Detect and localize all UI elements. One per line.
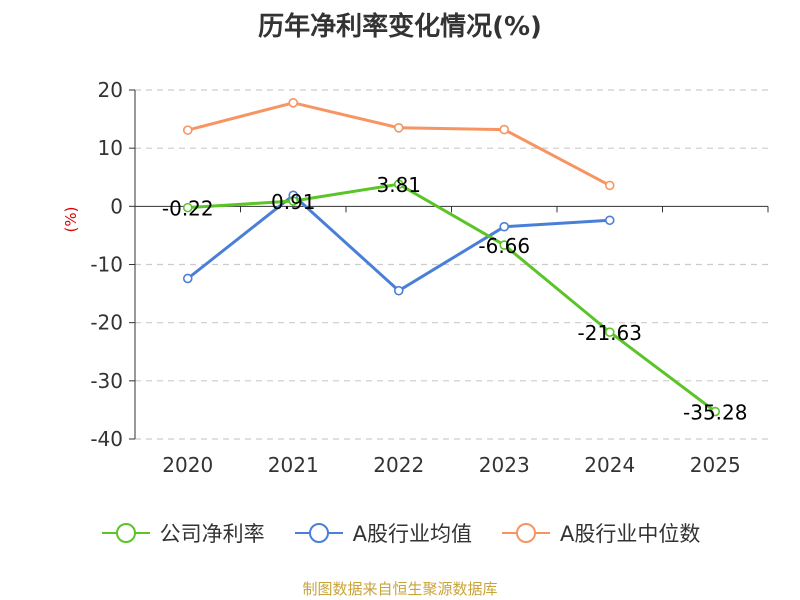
x-tick-label-3: 2023: [479, 453, 530, 477]
legend-item-1[interactable]: A股行业均值: [293, 518, 472, 548]
legend-label-0: 公司净利率: [159, 522, 265, 546]
data-label-3: -6.66: [478, 234, 530, 258]
x-tick-label-1: 2021: [268, 453, 319, 477]
data-point-1-2: [393, 285, 404, 296]
legend-label-1: A股行业均值: [352, 522, 472, 546]
data-point-0-5: [710, 406, 721, 417]
data-point-0-2: [393, 179, 404, 189]
legend-item-0[interactable]: 公司净利率: [100, 518, 265, 548]
legend-label-2: A股行业中位数: [560, 522, 701, 546]
data-label-1: 0.91: [271, 190, 316, 214]
y-tick-label-2: 0: [110, 194, 123, 218]
data-point-0-4: [604, 327, 615, 337]
y-tick-label-6: -40: [90, 427, 123, 451]
data-label-5: -35.28: [683, 401, 747, 425]
chart-title: 历年净利率变化情况(%): [258, 12, 542, 42]
data-point-1-4: [604, 215, 615, 226]
legend-swatch-0: [101, 523, 150, 543]
legend-item-2[interactable]: A股行业中位数: [500, 518, 700, 548]
data-point-0-1: [288, 196, 299, 206]
series-line-1: [186, 193, 610, 293]
y-tick-label-5: -30: [90, 369, 123, 393]
x-tick-label-0: 2020: [162, 453, 213, 477]
source-note: 制图数据来自恒生聚源数据库: [302, 580, 498, 598]
y-tick-label-1: 10: [98, 136, 123, 160]
data-point-0-0: [182, 202, 193, 213]
data-point-1-0: [182, 273, 193, 284]
legend-swatch-2: [502, 523, 550, 543]
data-point-2-1: [288, 97, 299, 108]
data-point-0-3: [499, 240, 510, 250]
y-tick-label-3: -10: [90, 253, 123, 277]
legend-swatch-1: [294, 523, 343, 543]
data-label-2: 3.81: [376, 173, 421, 197]
data-point-2-4: [604, 180, 615, 191]
y-tick-label-4: -20: [90, 311, 123, 335]
data-point-2-2: [393, 123, 404, 133]
x-tick-label-5: 2025: [690, 453, 741, 477]
data-point-2-3: [499, 124, 510, 135]
y-axis-label: (%): [62, 207, 80, 233]
x-tick-label-4: 2024: [584, 453, 635, 477]
data-point-1-3: [499, 221, 510, 232]
x-tick-label-2: 2022: [373, 453, 424, 477]
legend: 公司净利率 A股行业均值 A股行业中位数: [0, 518, 800, 548]
data-point-2-0: [182, 125, 193, 135]
data-label-0: -0.22: [162, 197, 214, 221]
series-line-0: [187, 182, 717, 413]
data-label-4: -21.63: [578, 321, 642, 345]
y-tick-label-0: 20: [98, 78, 123, 102]
